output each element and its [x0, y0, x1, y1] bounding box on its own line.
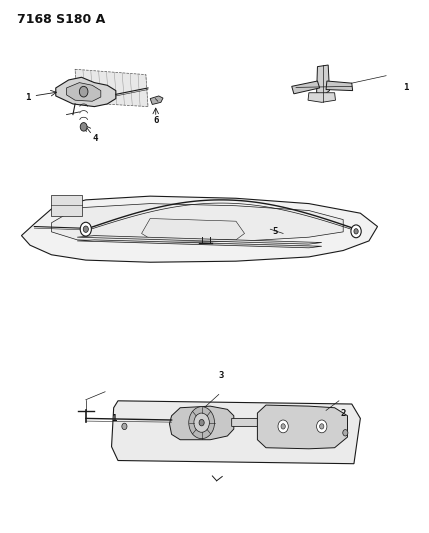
Circle shape — [343, 430, 348, 436]
Polygon shape — [77, 236, 322, 244]
Polygon shape — [257, 405, 347, 449]
Circle shape — [199, 419, 204, 426]
Text: 4: 4 — [93, 134, 98, 143]
Polygon shape — [66, 83, 101, 101]
Text: 7168 S180 A: 7168 S180 A — [17, 13, 106, 26]
Circle shape — [83, 226, 88, 232]
Circle shape — [80, 222, 91, 236]
Circle shape — [122, 423, 127, 430]
Polygon shape — [317, 65, 329, 95]
Polygon shape — [292, 81, 320, 94]
Polygon shape — [326, 81, 353, 91]
Circle shape — [278, 420, 288, 433]
Circle shape — [80, 123, 87, 131]
Polygon shape — [150, 96, 163, 104]
Polygon shape — [21, 196, 378, 262]
Polygon shape — [112, 401, 360, 464]
Circle shape — [189, 407, 214, 439]
Polygon shape — [308, 93, 335, 102]
Circle shape — [320, 424, 324, 429]
Polygon shape — [51, 204, 343, 243]
Polygon shape — [169, 406, 234, 440]
Circle shape — [351, 225, 361, 238]
Text: 1: 1 — [25, 93, 30, 101]
FancyBboxPatch shape — [51, 195, 82, 216]
Polygon shape — [142, 219, 245, 240]
Circle shape — [79, 86, 88, 97]
Circle shape — [281, 424, 285, 429]
Polygon shape — [56, 77, 116, 107]
Text: 3: 3 — [218, 372, 224, 380]
Circle shape — [317, 420, 327, 433]
Circle shape — [194, 413, 209, 432]
Polygon shape — [77, 240, 322, 248]
Text: 2: 2 — [341, 409, 346, 417]
Circle shape — [354, 229, 358, 234]
Polygon shape — [232, 418, 262, 426]
Text: 1: 1 — [111, 414, 116, 423]
Text: 6: 6 — [153, 117, 158, 125]
Text: 1: 1 — [403, 84, 408, 92]
Polygon shape — [75, 69, 148, 107]
Text: 5: 5 — [272, 228, 277, 236]
